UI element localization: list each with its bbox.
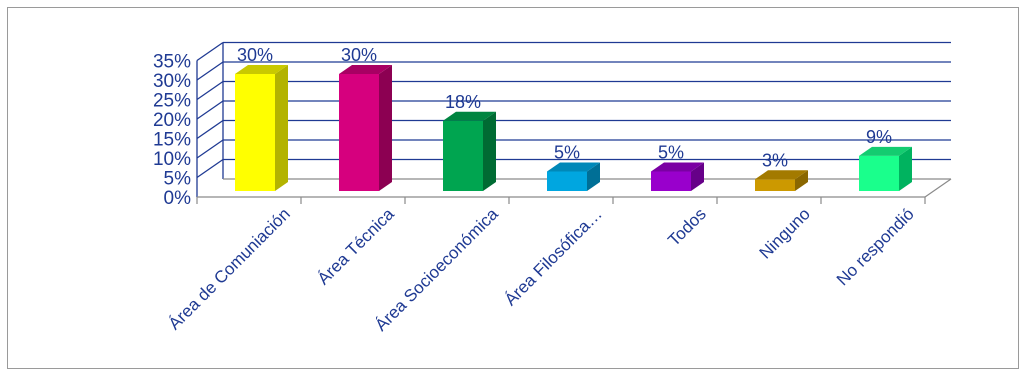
y-tick-label: 35% (153, 52, 191, 73)
bar-top (235, 65, 288, 74)
x-tick-label: Ninguno (756, 204, 814, 262)
bar-side (587, 162, 600, 191)
bar (235, 74, 275, 191)
bar (339, 74, 379, 191)
wall-edge (196, 100, 224, 120)
bar-side (379, 65, 392, 191)
bar-top (651, 162, 704, 172)
bar-top (339, 65, 392, 74)
chart-frame: 0% 5% 10% 15% 20% 25% 30% 35% 30% Área de Comunia… (7, 7, 1019, 369)
y-tick-label: 10% (153, 149, 191, 170)
x-tick-label: Todos (664, 204, 710, 250)
wall-edge (196, 80, 224, 101)
x-tick-label: Área Filosófica… (501, 204, 606, 309)
bar (859, 155, 899, 191)
x-tick-label: Área Técnica (314, 204, 398, 288)
bar (651, 171, 691, 191)
bar-side (275, 65, 288, 191)
y-tick-label: 30% (153, 71, 191, 92)
data-label: 30% (237, 45, 273, 65)
x-tick-label: No respondió (833, 204, 918, 289)
bar (547, 171, 587, 191)
bar-side (899, 146, 912, 191)
bar-top (859, 146, 912, 156)
x-tick-label: Área de Comuniación (165, 204, 294, 333)
data-label: 5% (554, 143, 580, 163)
wall-edge (196, 119, 224, 140)
bar-top (443, 111, 496, 121)
y-tick-label: 0% (164, 188, 192, 209)
wall-edge (196, 158, 224, 179)
wall-edge (196, 41, 224, 62)
y-tick-label: 5% (164, 169, 192, 190)
data-label: 18% (445, 92, 481, 112)
bar (443, 120, 483, 191)
y-tick-label: 20% (153, 110, 191, 131)
y-tick-label: 25% (153, 91, 191, 112)
data-label: 9% (866, 127, 892, 147)
data-label: 30% (341, 45, 377, 65)
wall-edge (196, 139, 224, 159)
bar-chart: 0%5%10%15%20%25%30%35% 30%Área de Comunia… (153, 41, 952, 335)
y-tick-label: 15% (153, 130, 191, 151)
bar-side (691, 162, 704, 191)
bar-side (795, 170, 808, 191)
bar-side (483, 111, 496, 191)
bar (755, 179, 795, 191)
bar-top (547, 162, 600, 172)
bar-top (755, 170, 808, 180)
floor-right-edge (924, 178, 952, 198)
wall-edge (196, 61, 224, 81)
data-label: 3% (762, 150, 788, 170)
data-label: 5% (658, 143, 684, 163)
